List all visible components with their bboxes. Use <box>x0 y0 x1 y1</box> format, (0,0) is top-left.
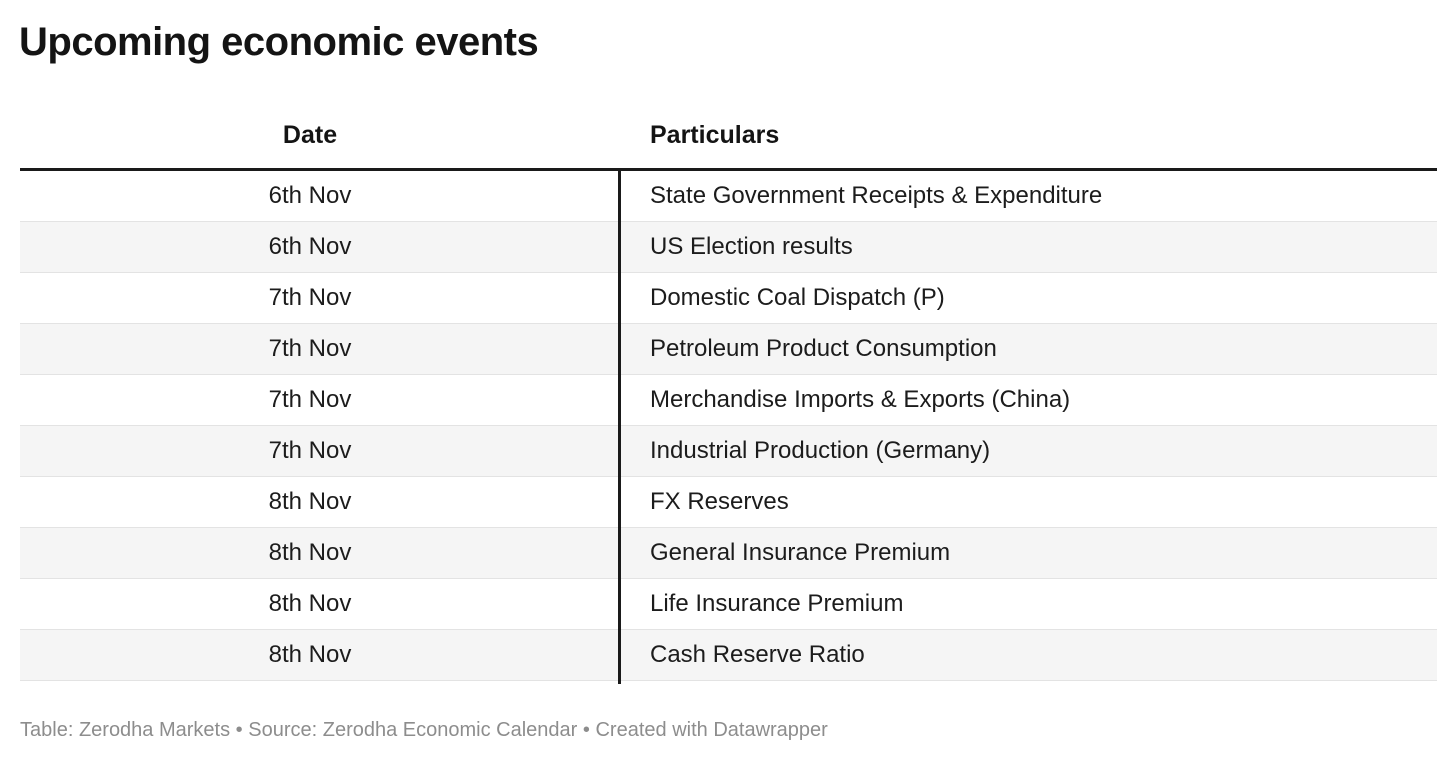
cell-particular: Cash Reserve Ratio <box>650 641 865 668</box>
table-row: 8th Nov General Insurance Premium <box>20 528 1437 579</box>
cell-particular: Life Insurance Premium <box>650 590 904 617</box>
table-row: 7th Nov Industrial Production (Germany) <box>20 426 1437 477</box>
column-header-date: Date <box>282 121 338 149</box>
cell-date: 8th Nov <box>268 539 352 566</box>
footer-separator: • <box>582 719 590 741</box>
cell-date: 7th Nov <box>268 335 352 362</box>
table-row: 8th Nov Cash Reserve Ratio <box>20 630 1437 681</box>
cell-date: 7th Nov <box>268 386 352 413</box>
table-row: 7th Nov Merchandise Imports & Exports (C… <box>20 375 1437 426</box>
table-header-rule <box>20 168 1437 171</box>
cell-date: 8th Nov <box>268 641 352 668</box>
cell-date: 6th Nov <box>268 182 352 209</box>
footer-datawrapper-credit: Datawrapper <box>713 719 828 741</box>
events-table-body: 6th Nov State Government Receipts & Expe… <box>20 171 1437 681</box>
footer-table-value: Zerodha Markets <box>78 719 231 741</box>
footer-separator: • <box>235 719 243 741</box>
footer-created-with: Created with <box>595 719 708 741</box>
cell-date: 6th Nov <box>268 233 352 260</box>
table-row: 8th Nov Life Insurance Premium <box>20 579 1437 630</box>
cell-date: 8th Nov <box>268 590 352 617</box>
table-row: 7th Nov Domestic Coal Dispatch (P) <box>20 273 1437 324</box>
cell-date: 7th Nov <box>268 284 352 311</box>
table-row: 8th Nov FX Reserves <box>20 477 1437 528</box>
table-row: 6th Nov US Election results <box>20 222 1437 273</box>
table-row: 6th Nov State Government Receipts & Expe… <box>20 171 1437 222</box>
attribution-footer: Table: Zerodha Markets • Source: Zerodha… <box>20 717 828 743</box>
footer-source-value: Zerodha Economic Calendar <box>322 719 578 741</box>
cell-particular: General Insurance Premium <box>650 539 951 566</box>
table-row: 7th Nov Petroleum Product Consumption <box>20 324 1437 375</box>
column-header-particulars: Particulars <box>650 121 780 149</box>
cell-particular: Domestic Coal Dispatch (P) <box>650 284 945 311</box>
footer-table-label: Table: <box>20 719 74 741</box>
cell-particular: Petroleum Product Consumption <box>650 335 997 362</box>
cell-particular: FX Reserves <box>650 488 789 515</box>
cell-date: 8th Nov <box>268 488 352 515</box>
cell-particular: State Government Receipts & Expenditure <box>650 182 1103 209</box>
cell-particular: US Election results <box>650 233 853 260</box>
footer-source-label: Source: <box>248 719 318 741</box>
cell-particular: Industrial Production (Germany) <box>650 437 991 464</box>
cell-particular: Merchandise Imports & Exports (China) <box>650 386 1071 413</box>
column-divider-line <box>618 171 621 684</box>
page-title: Upcoming economic events <box>19 20 539 64</box>
cell-date: 7th Nov <box>268 437 352 464</box>
